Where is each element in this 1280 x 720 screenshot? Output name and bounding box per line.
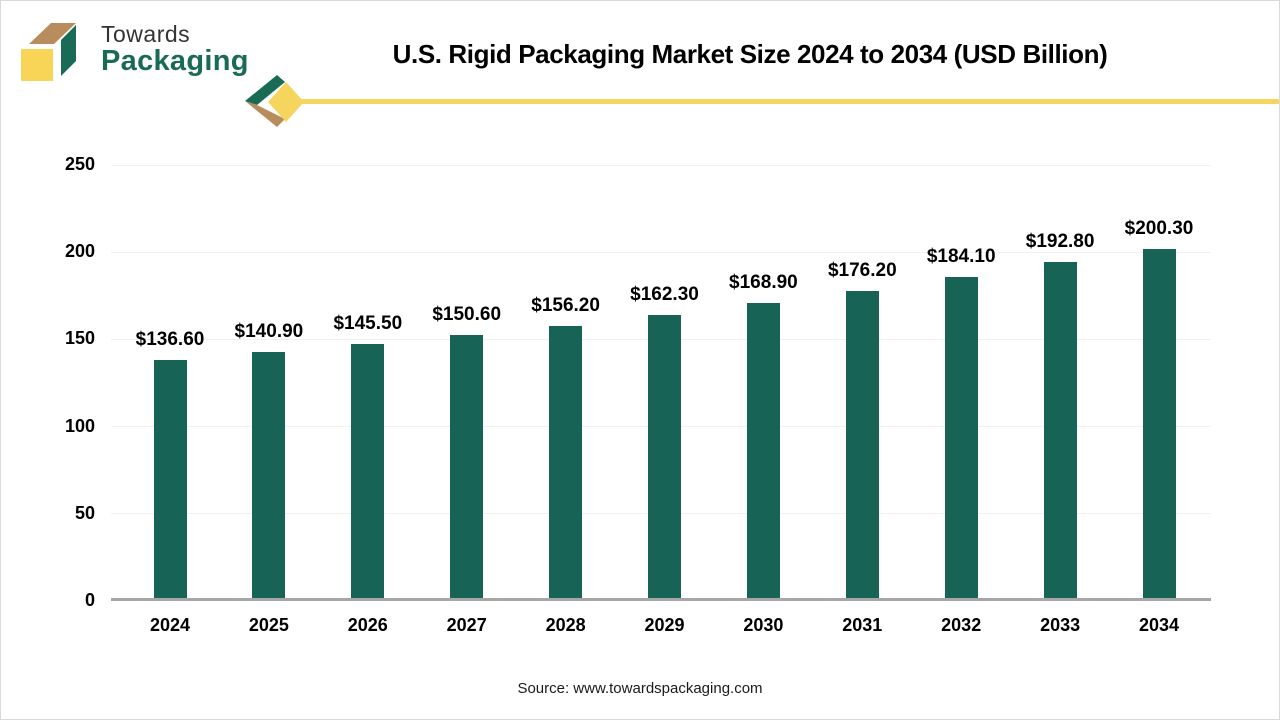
chart-title: U.S. Rigid Packaging Market Size 2024 to…: [392, 39, 1108, 69]
source-attribution: Source: www.towardspackaging.com: [517, 680, 763, 697]
bar-value-label: $184.10: [926, 245, 996, 267]
brand-logo: Towards Packaging: [13, 11, 249, 87]
x-tick-label: 2029: [644, 615, 685, 635]
bar-2024: [153, 359, 187, 598]
x-tick-label: 2034: [1138, 615, 1180, 635]
x-tick-label: 2028: [545, 615, 586, 635]
plot-area: 0 50 100 150 200 250 $136.60 2024 $140.90 2025 $14…: [65, 154, 1211, 635]
bar-2027: [450, 335, 484, 598]
chevron-accent-icon: [245, 75, 304, 127]
bar-2034: [1142, 248, 1176, 598]
y-tick-label: 50: [74, 502, 95, 523]
bar-2032: [944, 276, 978, 598]
brand-wordmark: Towards Packaging: [101, 22, 249, 77]
bar-2033: [1043, 261, 1077, 598]
brand-word-towards: Towards: [101, 20, 191, 47]
y-tick-label: 150: [64, 328, 95, 349]
bar-2031: [845, 290, 879, 598]
bar-value-label: $168.90: [729, 272, 798, 294]
bar-2029: [648, 314, 681, 598]
brand-word-packaging: Packaging: [101, 44, 249, 77]
y-tick-label: 250: [64, 154, 95, 174]
x-tick-label: 2026: [347, 615, 388, 635]
bar-value-label: $140.90: [234, 321, 304, 343]
gridline: [111, 251, 1211, 253]
x-tick-label: 2031: [842, 615, 883, 635]
bar-value-label: $176.20: [827, 259, 897, 281]
cube-logo-icon: [21, 23, 76, 81]
x-tick-label: 2025: [248, 615, 289, 635]
y-tick-label: 100: [64, 415, 95, 436]
bar-value-label: $150.60: [432, 304, 502, 326]
bar-value-label: $192.80: [1025, 230, 1095, 252]
bar-value-label: $200.30: [1124, 217, 1194, 239]
x-tick-label: 2033: [1040, 615, 1081, 635]
bar-2026: [351, 344, 385, 598]
x-tick-label: 2027: [446, 615, 487, 635]
bar-2030: [746, 303, 780, 598]
x-tick-label: 2030: [743, 615, 784, 635]
bar-value-label: $156.20: [531, 294, 600, 316]
x-tick-label: 2024: [149, 615, 191, 635]
bar-2028: [549, 325, 583, 598]
gridline: [111, 164, 1211, 166]
title-underline-accent: [297, 99, 1279, 104]
bar-value-label: $162.30: [630, 283, 699, 305]
y-tick-label: 0: [84, 590, 95, 610]
bar-value-label: $136.60: [135, 328, 205, 350]
x-tick-label: 2032: [941, 615, 982, 635]
bar-value-label: $145.50: [333, 313, 403, 335]
y-tick-label: 200: [64, 241, 95, 262]
bar-2025: [252, 352, 286, 598]
